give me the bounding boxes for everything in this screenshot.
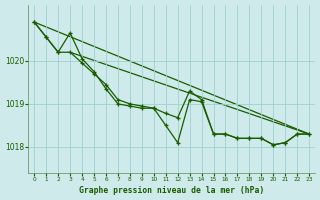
- X-axis label: Graphe pression niveau de la mer (hPa): Graphe pression niveau de la mer (hPa): [79, 186, 264, 195]
